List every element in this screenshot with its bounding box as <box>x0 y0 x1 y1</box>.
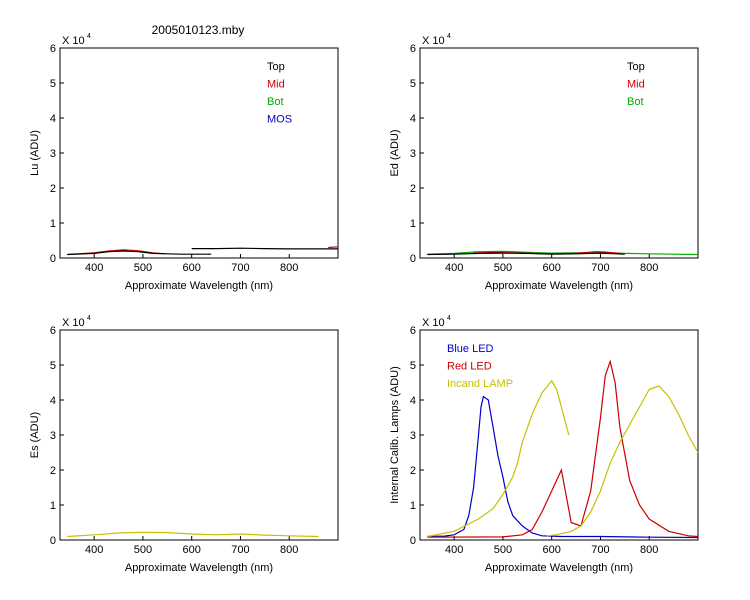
lu-series-line-1 <box>67 250 212 256</box>
calib-series-line-3 <box>546 385 699 537</box>
lu-ytick-label: 4 <box>50 113 56 125</box>
es-plot-frame <box>59 329 339 541</box>
lu-ytick-label: 5 <box>50 78 56 90</box>
calib-series-line-2 <box>427 379 570 538</box>
ed-ytick-label: 1 <box>410 218 416 230</box>
calib-ytick-label: 3 <box>410 430 416 442</box>
ed-legend-entry: Top <box>627 61 645 73</box>
lu-ytick-label: 0 <box>50 253 56 265</box>
lu-legend-entry: MOS <box>267 114 292 126</box>
calib-series-line-1 <box>427 359 699 538</box>
ed-ytick-label: 0 <box>410 253 416 265</box>
lu-legend-entry: Top <box>267 61 285 73</box>
es-multiplier-exponent: 4 <box>87 315 91 322</box>
lu-xtick-label: 600 <box>183 262 201 274</box>
lu-plot-frame <box>59 47 339 259</box>
es-xtick-label: 600 <box>183 544 201 556</box>
lu-ytick-label: 3 <box>50 148 56 160</box>
es-ytick-label: 2 <box>50 465 56 477</box>
es-ytick-label: 0 <box>50 535 56 547</box>
lu-xtick-label: 400 <box>85 262 103 274</box>
ed-ylabel: Ed (ADU) <box>389 129 401 176</box>
lu-xtick-label: 700 <box>231 262 249 274</box>
lu-legend-entry: Mid <box>267 79 285 91</box>
ed-series-line-2 <box>427 252 625 256</box>
lu-series-line-3 <box>328 246 339 249</box>
calib-series-line-0 <box>427 395 699 539</box>
calib-xtick-label: 500 <box>494 544 512 556</box>
calib-xtick-label: 400 <box>445 544 463 556</box>
calib-ytick-label: 1 <box>410 500 416 512</box>
es-multiplier: X 10 <box>62 317 85 329</box>
ed-legend-entry: Mid <box>627 79 645 91</box>
ed-xtick-label: 700 <box>591 262 609 274</box>
es-series-line-0 <box>67 531 319 538</box>
lu-multiplier: X 10 <box>62 35 85 47</box>
ed-ytick-label: 6 <box>410 43 416 55</box>
ed-ytick-label: 2 <box>410 183 416 195</box>
lu-xtick-label: 800 <box>280 262 298 274</box>
lu-ytick-label: 6 <box>50 43 56 55</box>
es-xtick-label: 800 <box>280 544 298 556</box>
calib-xtick-label: 600 <box>543 544 561 556</box>
calib-xtick-label: 700 <box>591 544 609 556</box>
calib-xlabel: Approximate Wavelength (nm) <box>485 562 633 574</box>
es-xlabel: Approximate Wavelength (nm) <box>125 562 273 574</box>
lu-xtick-label: 500 <box>134 262 152 274</box>
es-ytick-label: 4 <box>50 395 56 407</box>
ed-xtick-label: 500 <box>494 262 512 274</box>
es-xtick-label: 700 <box>231 544 249 556</box>
ed-ytick-label: 3 <box>410 148 416 160</box>
es-ytick-label: 6 <box>50 325 56 337</box>
lu-ylabel: Lu (ADU) <box>29 130 41 176</box>
ed-multiplier: X 10 <box>422 35 445 47</box>
es-xtick-label: 500 <box>134 544 152 556</box>
calib-ytick-label: 4 <box>410 395 416 407</box>
calib-ytick-label: 0 <box>410 535 416 547</box>
es-ytick-label: 3 <box>50 430 56 442</box>
calib-ytick-label: 6 <box>410 325 416 337</box>
calib-legend-entry: Incand LAMP <box>447 378 513 390</box>
ed-legend-entry: Bot <box>627 96 644 108</box>
calib-ytick-label: 2 <box>410 465 416 477</box>
calib-multiplier-exponent: 4 <box>447 315 451 322</box>
ed-ytick-label: 5 <box>410 78 416 90</box>
lu-series-line-2 <box>191 247 338 250</box>
ed-xlabel: Approximate Wavelength (nm) <box>485 280 633 292</box>
lu-xlabel: Approximate Wavelength (nm) <box>125 280 273 292</box>
figure-title: 2005010123.mby <box>152 23 245 37</box>
calib-xtick-label: 800 <box>640 544 658 556</box>
ed-xtick-label: 600 <box>543 262 561 274</box>
lu-multiplier-exponent: 4 <box>87 33 91 40</box>
calib-ylabel: Internal Calib. Lamps (ADU) <box>389 366 401 504</box>
es-ylabel: Es (ADU) <box>29 412 41 458</box>
calib-legend-entry: Red LED <box>447 361 492 373</box>
es-ytick-label: 1 <box>50 500 56 512</box>
ed-xtick-label: 400 <box>445 262 463 274</box>
es-xtick-label: 400 <box>85 544 103 556</box>
calib-legend-entry: Blue LED <box>447 343 494 355</box>
lu-legend-entry: Bot <box>267 96 284 108</box>
lu-ytick-label: 2 <box>50 183 56 195</box>
lu-ytick-label: 1 <box>50 218 56 230</box>
ed-series-line-0 <box>427 250 699 256</box>
ed-ytick-label: 4 <box>410 113 416 125</box>
es-ytick-label: 5 <box>50 360 56 372</box>
calib-ytick-label: 5 <box>410 360 416 372</box>
ed-multiplier-exponent: 4 <box>447 33 451 40</box>
ed-plot-frame <box>419 47 699 259</box>
calib-multiplier: X 10 <box>422 317 445 329</box>
ed-xtick-label: 800 <box>640 262 658 274</box>
